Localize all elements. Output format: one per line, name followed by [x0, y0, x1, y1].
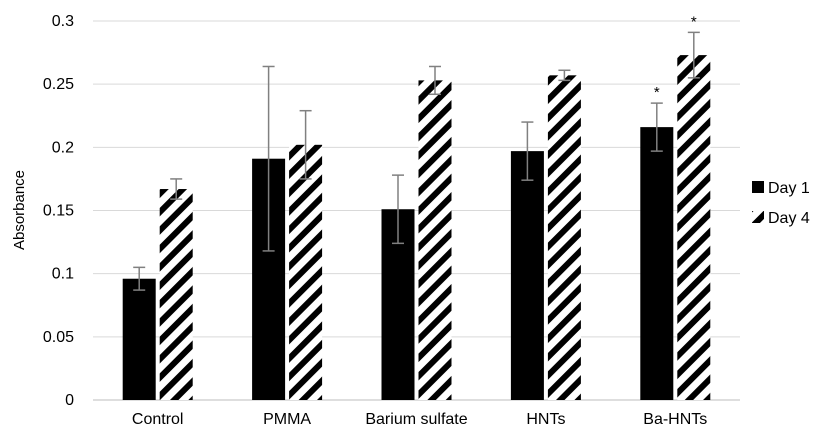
bar-day-1 — [640, 127, 674, 401]
gridlines — [93, 20, 740, 401]
bar-day-4 — [159, 189, 193, 400]
x-axis-categories: Control PMMA Barium sulfate HNTs Ba-HNTs — [132, 411, 707, 428]
legend-swatch — [752, 181, 764, 193]
legend-swatch — [752, 211, 764, 223]
x-category-label: PMMA — [263, 411, 311, 428]
y-tick-label: 0.15 — [43, 203, 74, 220]
x-category-label: Control — [132, 411, 184, 428]
bar-day-4 — [677, 55, 711, 401]
y-tick-label: 0.2 — [52, 139, 74, 156]
bar-day-4 — [418, 80, 452, 401]
bar-day-1 — [510, 151, 544, 400]
significance-marker: * — [654, 84, 660, 101]
bar-day-1 — [122, 278, 156, 400]
y-tick-label: 0.25 — [43, 76, 74, 93]
y-tick-label: 0.3 — [52, 13, 74, 30]
bar-day-4 — [289, 144, 323, 400]
x-category-label: Ba-HNTs — [643, 411, 707, 428]
bars: ** — [122, 13, 711, 401]
legend-label: Day 1 — [768, 180, 810, 197]
x-category-label: HNTs — [526, 411, 565, 428]
y-axis-label: Absorbance — [11, 170, 28, 250]
y-tick-label: 0 — [65, 392, 74, 409]
y-tick-label: 0.05 — [43, 329, 74, 346]
legend-label: Day 4 — [768, 210, 810, 227]
legend: Day 1 Day 4 — [752, 180, 810, 227]
bar-day-4 — [547, 75, 581, 400]
y-tick-label: 0.1 — [52, 266, 74, 283]
y-axis-ticks: 0 0.05 0.1 0.15 0.2 0.25 0.3 — [43, 13, 74, 409]
x-category-label: Barium sulfate — [365, 411, 467, 428]
significance-marker: * — [691, 13, 697, 30]
